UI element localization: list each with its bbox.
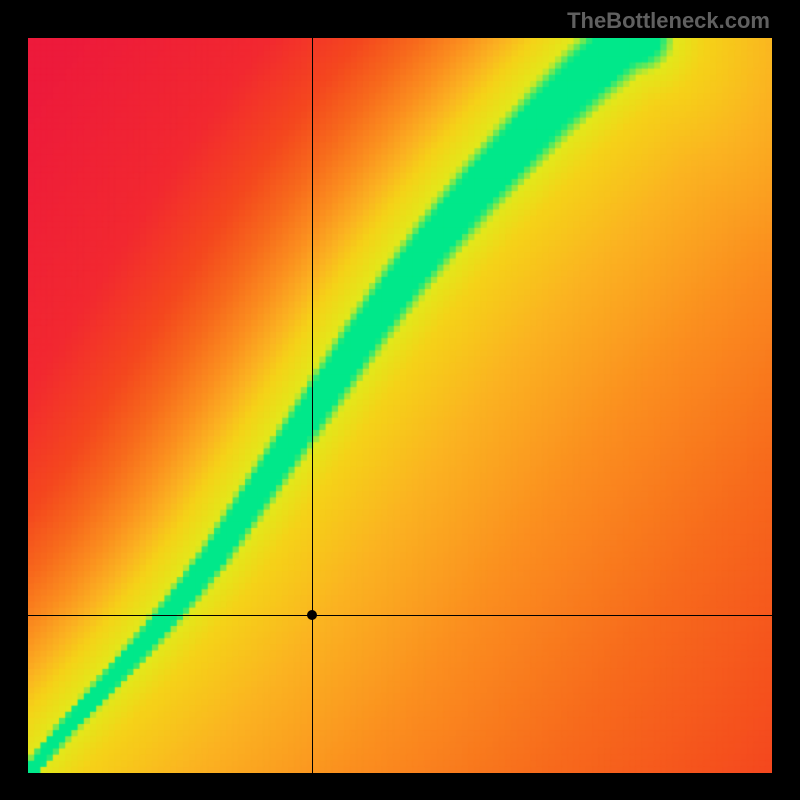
heatmap-plot: [28, 38, 772, 773]
marker-dot: [307, 610, 317, 620]
heatmap-canvas: [28, 38, 772, 773]
crosshair-horizontal: [28, 615, 772, 616]
crosshair-vertical: [312, 38, 313, 773]
watermark: TheBottleneck.com: [567, 8, 770, 34]
